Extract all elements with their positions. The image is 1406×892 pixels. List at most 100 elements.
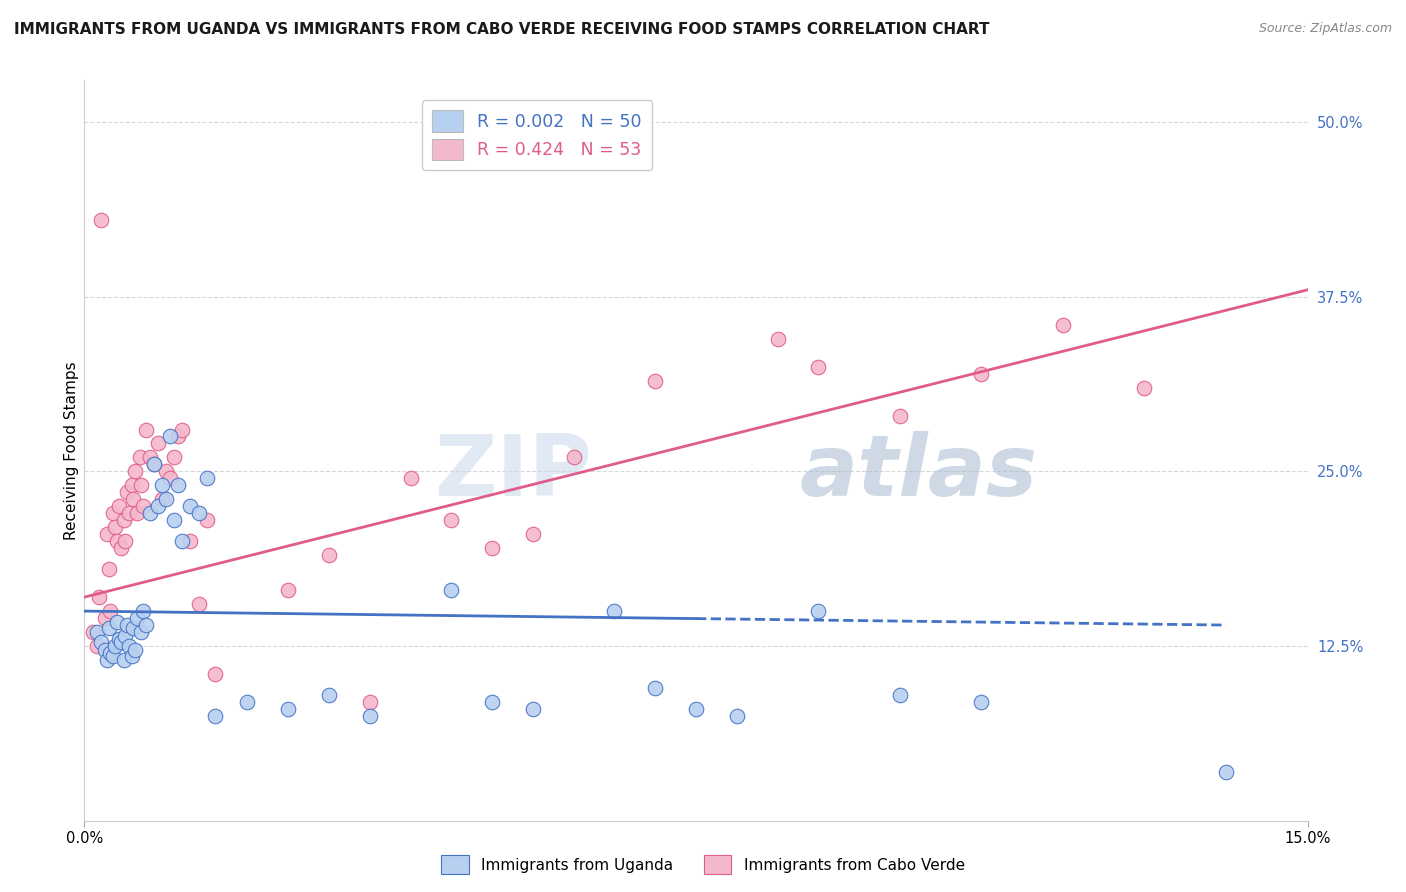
Point bbox=[104, 520, 127, 534]
Point bbox=[122, 621, 145, 635]
Point bbox=[195, 471, 218, 485]
Point bbox=[522, 527, 544, 541]
Point bbox=[1133, 381, 1156, 395]
Point bbox=[104, 639, 127, 653]
Point bbox=[138, 450, 160, 465]
Point bbox=[440, 583, 463, 598]
Point bbox=[159, 429, 181, 443]
Point bbox=[93, 611, 115, 625]
Point bbox=[146, 500, 169, 514]
Point bbox=[110, 635, 132, 649]
Point bbox=[107, 500, 129, 514]
Point bbox=[167, 429, 190, 443]
Point bbox=[163, 513, 186, 527]
Point bbox=[318, 688, 340, 702]
Point bbox=[124, 464, 146, 478]
Y-axis label: Receiving Food Stamps: Receiving Food Stamps bbox=[63, 361, 79, 540]
Point bbox=[101, 506, 124, 520]
Point bbox=[481, 541, 503, 556]
Point bbox=[179, 500, 201, 514]
Point bbox=[97, 562, 120, 576]
Legend: R = 0.002   N = 50, R = 0.424   N = 53: R = 0.002 N = 50, R = 0.424 N = 53 bbox=[422, 100, 652, 170]
Legend: Immigrants from Uganda, Immigrants from Cabo Verde: Immigrants from Uganda, Immigrants from … bbox=[436, 849, 970, 880]
Point bbox=[685, 702, 707, 716]
Point bbox=[187, 506, 209, 520]
Point bbox=[112, 653, 135, 667]
Text: atlas: atlas bbox=[800, 431, 1038, 514]
Point bbox=[115, 485, 138, 500]
Point bbox=[150, 492, 173, 507]
Point bbox=[105, 615, 128, 630]
Point bbox=[142, 458, 165, 472]
Point bbox=[135, 423, 157, 437]
Point bbox=[179, 534, 201, 549]
Point bbox=[807, 359, 830, 374]
Point bbox=[110, 541, 132, 556]
Text: ZIP: ZIP bbox=[434, 431, 592, 514]
Point bbox=[132, 604, 155, 618]
Point bbox=[889, 688, 911, 702]
Point bbox=[766, 332, 789, 346]
Point bbox=[82, 625, 104, 640]
Point bbox=[131, 625, 153, 640]
Point bbox=[122, 492, 145, 507]
Text: IMMIGRANTS FROM UGANDA VS IMMIGRANTS FROM CABO VERDE RECEIVING FOOD STAMPS CORRE: IMMIGRANTS FROM UGANDA VS IMMIGRANTS FRO… bbox=[14, 22, 990, 37]
Point bbox=[399, 471, 422, 485]
Point bbox=[359, 709, 381, 723]
Point bbox=[118, 639, 141, 653]
Point bbox=[86, 625, 108, 640]
Point bbox=[118, 506, 141, 520]
Point bbox=[522, 702, 544, 716]
Point bbox=[121, 478, 143, 492]
Point bbox=[277, 583, 299, 598]
Point bbox=[96, 653, 118, 667]
Point bbox=[124, 643, 146, 657]
Point bbox=[440, 513, 463, 527]
Point bbox=[172, 423, 194, 437]
Point bbox=[100, 604, 122, 618]
Point bbox=[100, 646, 122, 660]
Point bbox=[889, 409, 911, 423]
Point bbox=[1215, 764, 1237, 779]
Point bbox=[277, 702, 299, 716]
Point bbox=[96, 527, 118, 541]
Point bbox=[163, 450, 186, 465]
Point bbox=[644, 681, 666, 695]
Point bbox=[90, 635, 112, 649]
Point bbox=[107, 632, 129, 646]
Point bbox=[1052, 318, 1074, 332]
Point bbox=[128, 450, 150, 465]
Point bbox=[603, 604, 626, 618]
Point bbox=[644, 374, 666, 388]
Point bbox=[127, 611, 149, 625]
Point bbox=[86, 639, 108, 653]
Point bbox=[187, 597, 209, 611]
Point bbox=[132, 500, 155, 514]
Point bbox=[138, 506, 160, 520]
Point bbox=[970, 695, 993, 709]
Text: Source: ZipAtlas.com: Source: ZipAtlas.com bbox=[1258, 22, 1392, 36]
Point bbox=[236, 695, 259, 709]
Point bbox=[90, 213, 112, 227]
Point bbox=[97, 621, 120, 635]
Point bbox=[359, 695, 381, 709]
Point bbox=[114, 534, 136, 549]
Point bbox=[562, 450, 585, 465]
Point bbox=[87, 590, 110, 604]
Point bbox=[172, 534, 194, 549]
Point bbox=[142, 458, 165, 472]
Point bbox=[127, 506, 149, 520]
Point bbox=[150, 478, 173, 492]
Point bbox=[105, 534, 128, 549]
Point bbox=[93, 643, 115, 657]
Point bbox=[135, 618, 157, 632]
Point bbox=[167, 478, 190, 492]
Point bbox=[318, 548, 340, 562]
Point bbox=[121, 648, 143, 663]
Point bbox=[204, 709, 226, 723]
Point bbox=[159, 471, 181, 485]
Point bbox=[131, 478, 153, 492]
Point bbox=[115, 618, 138, 632]
Point bbox=[114, 629, 136, 643]
Point bbox=[155, 492, 177, 507]
